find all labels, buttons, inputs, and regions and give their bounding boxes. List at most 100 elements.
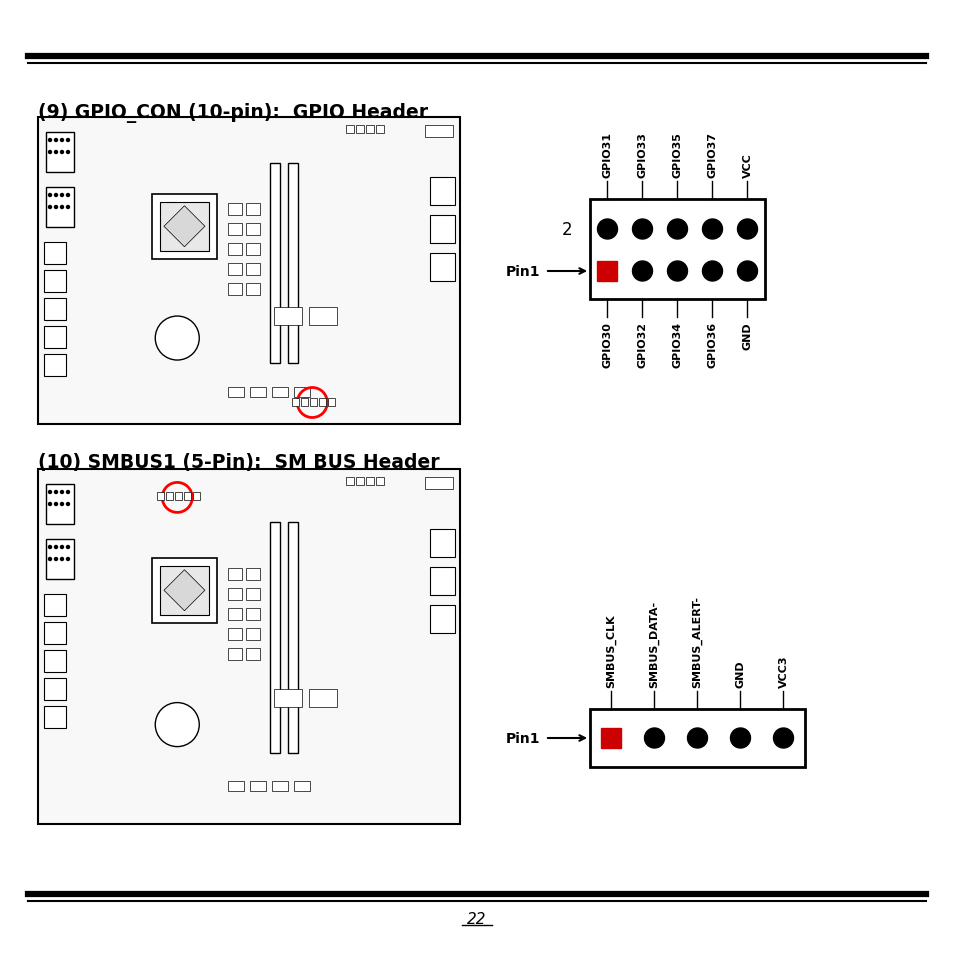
- Bar: [246, 204, 259, 215]
- Text: (9) GPIO_CON (10-pin):  GPIO Header: (9) GPIO_CON (10-pin): GPIO Header: [38, 103, 428, 123]
- Bar: [430, 605, 455, 634]
- Circle shape: [67, 194, 70, 197]
- Text: SMBUS_DATA-: SMBUS_DATA-: [649, 600, 659, 687]
- Bar: [597, 262, 617, 282]
- Bar: [44, 355, 66, 376]
- Bar: [246, 284, 259, 295]
- Circle shape: [67, 139, 70, 142]
- Bar: [46, 539, 74, 579]
- Bar: [328, 398, 335, 406]
- Bar: [430, 253, 455, 282]
- Circle shape: [67, 503, 70, 506]
- Bar: [44, 327, 66, 349]
- Bar: [310, 398, 317, 406]
- Circle shape: [155, 316, 199, 360]
- Text: GPIO32: GPIO32: [637, 322, 647, 368]
- Bar: [46, 132, 74, 172]
- Bar: [228, 609, 242, 620]
- Bar: [430, 215, 455, 244]
- Bar: [430, 178, 455, 206]
- Circle shape: [67, 558, 70, 561]
- Circle shape: [54, 503, 57, 506]
- Bar: [424, 126, 453, 138]
- Bar: [309, 308, 337, 326]
- Text: GPIO37: GPIO37: [707, 132, 717, 178]
- Bar: [355, 477, 364, 485]
- Bar: [44, 271, 66, 293]
- Bar: [228, 629, 242, 640]
- Bar: [157, 493, 164, 501]
- Circle shape: [49, 206, 51, 210]
- Circle shape: [49, 139, 51, 142]
- Bar: [184, 493, 191, 501]
- Bar: [274, 689, 302, 707]
- Bar: [355, 126, 364, 133]
- Circle shape: [60, 194, 64, 197]
- Bar: [152, 194, 216, 259]
- Circle shape: [49, 152, 51, 154]
- Bar: [430, 567, 455, 596]
- Circle shape: [687, 728, 707, 748]
- Bar: [228, 569, 242, 580]
- Bar: [228, 204, 242, 215]
- Text: 2: 2: [560, 221, 572, 239]
- Circle shape: [54, 194, 57, 197]
- Text: SMBUS_ALERT-: SMBUS_ALERT-: [692, 596, 702, 687]
- Circle shape: [60, 152, 64, 154]
- Bar: [44, 595, 66, 617]
- Text: Pin1: Pin1: [505, 265, 539, 278]
- Circle shape: [67, 206, 70, 210]
- Circle shape: [737, 220, 757, 240]
- Bar: [46, 188, 74, 228]
- Bar: [160, 203, 209, 252]
- Bar: [309, 689, 337, 707]
- Bar: [44, 679, 66, 700]
- Bar: [166, 493, 173, 501]
- Bar: [38, 470, 459, 824]
- Bar: [294, 781, 310, 792]
- Bar: [228, 589, 242, 600]
- Circle shape: [773, 728, 793, 748]
- Circle shape: [60, 558, 64, 561]
- Bar: [424, 477, 453, 490]
- Circle shape: [632, 262, 652, 282]
- Bar: [38, 118, 459, 424]
- Circle shape: [49, 491, 51, 494]
- Text: GND: GND: [741, 322, 752, 349]
- Circle shape: [60, 206, 64, 210]
- Bar: [246, 649, 259, 660]
- Text: Pin1: Pin1: [505, 731, 539, 745]
- Bar: [193, 493, 200, 501]
- Bar: [175, 493, 182, 501]
- Bar: [228, 244, 242, 255]
- Text: 22: 22: [467, 911, 486, 926]
- Bar: [292, 398, 299, 406]
- Bar: [246, 589, 259, 600]
- Circle shape: [597, 220, 617, 240]
- Polygon shape: [164, 207, 205, 248]
- Bar: [375, 477, 384, 485]
- Bar: [272, 388, 288, 397]
- Text: GPIO34: GPIO34: [672, 322, 681, 368]
- Bar: [228, 284, 242, 295]
- Text: SMBUS_CLK: SMBUS_CLK: [606, 614, 616, 687]
- Bar: [272, 781, 288, 792]
- Circle shape: [632, 220, 652, 240]
- Bar: [319, 398, 326, 406]
- Circle shape: [54, 546, 57, 549]
- Bar: [294, 388, 310, 397]
- Circle shape: [60, 139, 64, 142]
- Circle shape: [667, 220, 687, 240]
- Text: GPIO35: GPIO35: [672, 132, 681, 178]
- Circle shape: [701, 262, 721, 282]
- Bar: [346, 477, 354, 485]
- Circle shape: [60, 503, 64, 506]
- Text: GND: GND: [735, 659, 744, 687]
- Bar: [46, 484, 74, 524]
- Bar: [366, 477, 374, 485]
- Text: GPIO30: GPIO30: [602, 322, 612, 368]
- Bar: [288, 164, 297, 363]
- Bar: [366, 126, 374, 133]
- Bar: [601, 728, 620, 748]
- Bar: [44, 298, 66, 320]
